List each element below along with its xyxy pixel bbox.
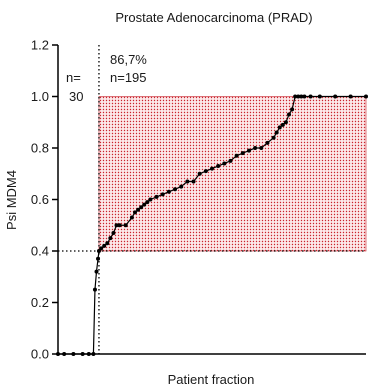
data-point [348, 94, 353, 99]
data-point [94, 269, 99, 274]
data-point [71, 352, 76, 356]
series-points [56, 94, 368, 356]
data-point [364, 94, 368, 99]
data-point [299, 94, 304, 99]
data-point [108, 236, 113, 241]
data-point [290, 107, 295, 112]
annotation-right-line2: n=195 [110, 70, 147, 85]
x-axis-label: Patient fraction [168, 372, 255, 387]
data-point [117, 223, 122, 228]
shaded-region [98, 96, 367, 252]
data-point [105, 241, 110, 246]
data-point [210, 166, 214, 171]
data-point [166, 189, 171, 194]
data-point [308, 94, 313, 99]
data-point [197, 171, 202, 176]
data-point [274, 130, 279, 135]
data-point [246, 148, 251, 153]
y-axis: 0.0 0.2 0.4 0.6 0.8 1.0 1.2 [31, 38, 59, 362]
data-point [265, 140, 270, 145]
y-axis-label: Psi MDM4 [4, 170, 19, 230]
data-point [160, 192, 165, 197]
data-point [317, 94, 322, 99]
data-point [191, 179, 196, 184]
data-point [333, 94, 338, 99]
data-point [173, 187, 178, 192]
data-point [222, 161, 227, 166]
data-point [123, 223, 128, 228]
data-point [240, 151, 245, 156]
y-tick-label: 0.4 [31, 244, 49, 259]
data-point [287, 112, 291, 117]
data-point [136, 207, 141, 212]
data-point [259, 146, 264, 150]
data-point [296, 94, 301, 99]
annotation-left-line2: 30 [69, 89, 83, 104]
data-point [99, 246, 104, 251]
data-point [114, 223, 119, 228]
data-point [129, 215, 134, 220]
data-point [253, 146, 258, 150]
y-tick-label: 0.0 [31, 347, 49, 362]
data-point [283, 120, 288, 125]
data-point [80, 352, 85, 356]
y-tick-label: 1.0 [31, 89, 49, 104]
y-tick-label: 0.2 [31, 295, 49, 310]
data-point [216, 164, 221, 169]
data-point [133, 210, 137, 215]
data-point [142, 202, 147, 207]
data-point [92, 287, 97, 292]
data-point [111, 230, 116, 235]
data-point [102, 243, 107, 248]
data-point [277, 125, 282, 130]
data-point [139, 205, 144, 210]
data-point [203, 169, 208, 174]
data-point [96, 256, 101, 261]
data-point [86, 352, 91, 356]
chart-title: Prostate Adenocarcinoma (PRAD) [115, 10, 312, 25]
data-point [179, 184, 184, 189]
data-point [234, 153, 239, 158]
y-tick-label: 0.6 [31, 192, 49, 207]
data-point [56, 352, 60, 356]
data-point [91, 352, 96, 356]
data-point [154, 194, 159, 199]
data-point [302, 94, 307, 99]
annotation-right-line1: 86,7% [110, 52, 147, 67]
data-point [145, 200, 150, 205]
data-point [148, 197, 153, 202]
data-point [271, 135, 276, 140]
y-tick-label: 1.2 [31, 38, 49, 53]
annotation-left-line1: n= [66, 70, 81, 85]
data-point [280, 122, 285, 127]
data-point [185, 179, 190, 184]
data-point [62, 352, 67, 356]
data-point [228, 158, 233, 163]
y-tick-label: 0.8 [31, 141, 49, 156]
data-point [293, 94, 298, 99]
